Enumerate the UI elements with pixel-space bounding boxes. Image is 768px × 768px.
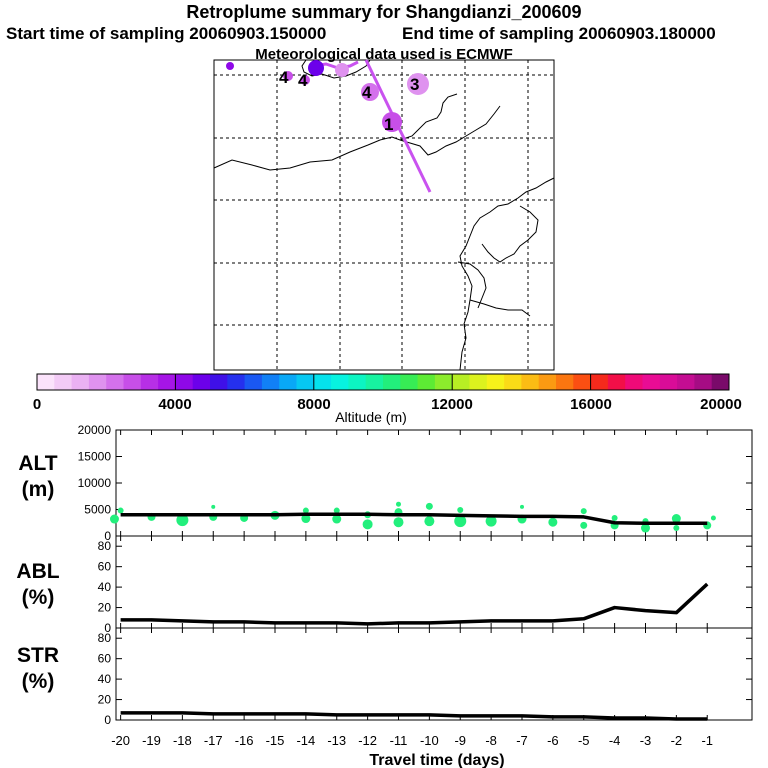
x-tick-label: -3: [640, 733, 652, 748]
y-tick-label: 0: [104, 529, 111, 543]
panel-frame: [115, 535, 753, 629]
x-tick-label: -7: [516, 733, 528, 748]
altitude-scatter-point: [393, 517, 404, 528]
x-tick-label: -2: [671, 733, 683, 748]
altitude-scatter-point: [332, 514, 342, 524]
y-tick-label: 10000: [78, 476, 112, 490]
y-tick-label: 15000: [78, 450, 112, 464]
y-tick-label: 60: [98, 652, 112, 666]
str-panel: 0 20 40 60 80 STR (%): [17, 627, 753, 727]
y-tick-label: 40: [98, 580, 112, 594]
altitude-scatter-point: [671, 514, 681, 524]
x-tick-label: -6: [547, 733, 559, 748]
panel-frame: [115, 627, 753, 721]
panel-label: ALT: [18, 452, 57, 475]
alt-panel: 0 5000 10000 15000 20000 ALT (m): [18, 423, 753, 543]
x-tick-label: -13: [327, 733, 346, 748]
panel-label: (%): [22, 670, 55, 693]
x-tick-label: -10: [420, 733, 439, 748]
altitude-scatter-point: [109, 514, 119, 524]
x-axis: -20 -19 -18 -17 -16 -15 -14 -13 -12 -11 -10 -9 -8 -7 -…: [111, 733, 713, 748]
altitude-scatter-point: [362, 519, 373, 530]
altitude-scatter-point: [454, 515, 467, 528]
altitude-scatter-point: [519, 504, 524, 509]
chart-title: Retroplume summary for Shangdianzi_20060…: [186, 2, 582, 22]
x-tick-label: -5: [578, 733, 590, 748]
y-tick-label: 20: [98, 693, 112, 707]
altitude-scatter-point: [710, 515, 716, 521]
x-axis-label: Travel time (days): [369, 752, 504, 768]
x-tick-label: -8: [485, 733, 497, 748]
x-tick-label: -11: [390, 733, 408, 748]
panel-label: (m): [22, 478, 55, 501]
x-tick-label: -17: [204, 733, 223, 748]
y-tick-label: 0: [104, 621, 111, 635]
x-tick-label: -20: [111, 733, 130, 748]
series-line: [120, 582, 709, 626]
y-tick-label: 20: [98, 601, 112, 615]
series-line: [120, 711, 708, 721]
altitude-scatter-point: [548, 517, 558, 527]
end-time-label: End time of sampling 20060903.180000: [402, 24, 716, 43]
altitude-scatter-point: [301, 514, 311, 524]
x-tick-label: -12: [358, 733, 377, 748]
panel-label: (%): [22, 586, 55, 609]
start-time-label: Start time of sampling 20060903.150000: [6, 24, 327, 43]
y-tick-label: 80: [98, 539, 112, 553]
altitude-scatter-point: [425, 502, 433, 510]
x-tick-label: -14: [296, 733, 315, 748]
met-data-label: Meteorological data used is ECMWF: [255, 46, 513, 63]
x-tick-label: -19: [142, 733, 161, 748]
x-tick-label: -15: [266, 733, 285, 748]
altitude-scatter-point: [611, 514, 618, 521]
y-tick-label: 5000: [84, 503, 111, 517]
series-line: [120, 512, 708, 526]
y-tick-label: 80: [98, 631, 112, 645]
altitude-scatter-point: [673, 525, 680, 532]
x-tick-label: -18: [173, 733, 192, 748]
altitude-scatter-point: [580, 521, 588, 529]
panel-label: ABL: [16, 560, 59, 583]
y-tick-label: 40: [98, 672, 112, 686]
y-tick-label: 20000: [78, 423, 112, 437]
altitude-scatter-point: [117, 507, 124, 514]
x-tick-label: -1: [701, 733, 713, 748]
altitude-scatter-point: [395, 501, 401, 507]
altitude-scatter-point: [580, 508, 587, 515]
altitude-scatter-point: [302, 507, 309, 514]
x-tick-label: -16: [235, 733, 254, 748]
panel-label: STR: [17, 644, 59, 667]
altitude-scatter-point: [176, 514, 189, 527]
altitude-scatter-point: [457, 507, 464, 514]
altitude-scatter-point: [424, 516, 435, 527]
altitude-scatter-point: [211, 504, 216, 509]
y-tick-label: 60: [98, 560, 112, 574]
altitude-scatter-point: [640, 523, 650, 533]
abl-panel: 0 20 40 60 80 ABL (%): [16, 535, 753, 635]
x-tick-label: -9: [454, 733, 466, 748]
altitude-scatter-point: [485, 515, 497, 527]
altitude-scatter-point: [333, 507, 340, 514]
y-tick-label: 0: [104, 713, 111, 727]
x-tick-label: -4: [609, 733, 621, 748]
